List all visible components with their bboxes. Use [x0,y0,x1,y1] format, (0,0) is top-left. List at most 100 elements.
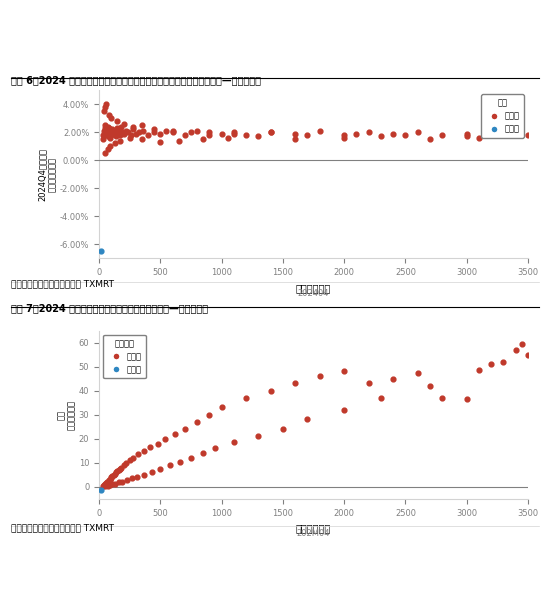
Point [101,120,109,130]
Point [138,135,146,144]
Point [104,477,113,486]
Point [101,479,110,489]
Point [175,457,184,466]
Point [113,123,122,133]
Point [118,127,127,137]
Point [104,132,113,141]
Point [518,339,526,349]
Point [254,432,263,441]
Point [174,136,183,145]
Point [168,126,177,136]
Point [106,474,115,483]
Point [105,475,114,485]
Point [102,99,111,109]
Point [180,130,189,140]
Point [106,141,114,151]
Point [98,135,107,144]
Point [487,127,496,137]
Point [223,133,232,142]
Point [153,439,162,448]
Point [122,126,130,136]
Point [96,246,105,256]
Point [413,127,422,137]
Point [107,472,116,482]
Point [205,127,214,137]
Point [147,468,156,477]
Point [101,480,109,489]
Point [166,460,174,470]
Point [116,136,124,145]
Point [438,393,447,403]
Point [98,481,107,490]
Point [254,132,263,141]
Point [413,368,422,377]
Point [340,405,349,415]
Point [186,453,195,463]
Legend: 正利润, 负利润: 正利润, 负利润 [103,335,146,379]
Point [278,424,287,434]
Point [103,477,112,487]
Point [101,481,109,491]
Point [217,403,226,412]
Point [463,394,471,404]
Point [101,102,109,112]
Point [101,148,109,158]
Y-axis label: 2024Q4规模加权
季度净值增长率: 2024Q4规模加权 季度净值增长率 [37,148,57,201]
Text: 202M04: 202M04 [297,529,330,538]
Point [102,478,111,487]
X-axis label: 规模（亿元）: 规模（亿元） [296,523,331,533]
Point [111,139,119,148]
Point [315,126,324,136]
Point [199,448,207,458]
Point [114,465,123,475]
Point [125,133,134,142]
Point [364,127,373,137]
Point [377,132,386,141]
Point [116,464,124,474]
Point [109,129,118,138]
Point [102,129,111,138]
Point [192,126,201,136]
Point [119,460,128,470]
Point [100,126,108,136]
Point [146,442,155,452]
Point [303,415,312,424]
Point [512,345,520,355]
Point [138,120,146,130]
Point [103,122,112,132]
Point [106,126,115,136]
Point [192,417,201,427]
Point [205,130,214,140]
Point [133,472,141,481]
Point [128,474,136,483]
Point [134,450,142,459]
Point [168,127,177,137]
Point [144,130,152,140]
Point [499,357,508,367]
Point [156,129,164,138]
Point [102,124,111,134]
Point [241,393,250,403]
Text: 图表 6：2024 年四季度主动偏债公募基金管理人规模加权季度净值增长率—规模散点图: 图表 6：2024 年四季度主动偏债公募基金管理人规模加权季度净值增长率—规模散… [11,75,261,85]
Point [114,126,123,136]
Point [100,106,108,116]
Point [426,135,434,144]
Text: 202404: 202404 [298,288,329,297]
Point [186,127,195,137]
Point [291,135,300,144]
Point [103,144,112,154]
X-axis label: 规模（亿元）: 规模（亿元） [296,282,331,293]
Point [140,470,148,480]
Point [475,365,483,375]
Point [340,130,349,140]
Point [211,444,220,453]
Text: 数据来源：天相基金评价助手 TXMRT: 数据来源：天相基金评价助手 TXMRT [11,523,114,532]
Point [118,477,127,486]
Point [112,132,120,141]
Point [129,453,138,463]
Point [364,379,373,388]
Point [266,127,275,137]
Point [475,133,483,142]
Point [106,475,114,484]
Point [389,129,398,138]
